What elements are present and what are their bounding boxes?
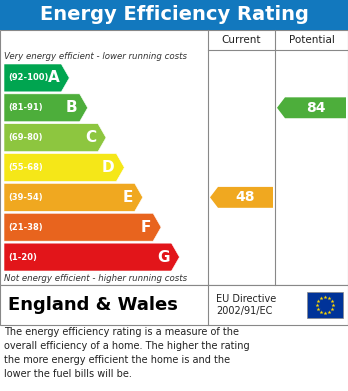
Text: 84: 84: [306, 101, 325, 115]
Text: D: D: [102, 160, 114, 175]
Text: (1-20): (1-20): [8, 253, 37, 262]
Text: B: B: [66, 100, 78, 115]
Text: Not energy efficient - higher running costs: Not energy efficient - higher running co…: [4, 274, 187, 283]
Polygon shape: [4, 124, 106, 152]
Text: (21-38): (21-38): [8, 223, 42, 232]
Text: G: G: [157, 249, 169, 265]
Polygon shape: [4, 154, 124, 181]
Text: Current: Current: [222, 35, 261, 45]
Text: (92-100): (92-100): [8, 74, 48, 83]
Polygon shape: [210, 187, 273, 208]
Text: Very energy efficient - lower running costs: Very energy efficient - lower running co…: [4, 52, 187, 61]
Bar: [0, 30, 348, 285]
Text: C: C: [85, 130, 96, 145]
Text: F: F: [141, 220, 151, 235]
Text: (39-54): (39-54): [8, 193, 42, 202]
Text: (55-68): (55-68): [8, 163, 43, 172]
Polygon shape: [4, 64, 69, 92]
Bar: [0, 0, 348, 30]
Text: Energy Efficiency Rating: Energy Efficiency Rating: [40, 5, 308, 25]
Text: (81-91): (81-91): [8, 103, 42, 112]
Text: Potential: Potential: [288, 35, 334, 45]
Polygon shape: [4, 183, 143, 211]
Bar: [307, 292, 343, 318]
Text: The energy efficiency rating is a measure of the
overall efficiency of a home. T: The energy efficiency rating is a measur…: [4, 327, 250, 379]
Text: 48: 48: [236, 190, 255, 204]
Polygon shape: [4, 213, 161, 241]
Polygon shape: [4, 243, 180, 271]
Text: A: A: [48, 70, 59, 85]
Text: England & Wales: England & Wales: [8, 296, 178, 314]
Text: E: E: [122, 190, 133, 205]
Bar: [0, 285, 348, 325]
Polygon shape: [277, 97, 346, 118]
Polygon shape: [4, 94, 88, 122]
Text: 2002/91/EC: 2002/91/EC: [216, 307, 272, 316]
Text: EU Directive: EU Directive: [216, 294, 276, 303]
Text: (69-80): (69-80): [8, 133, 42, 142]
